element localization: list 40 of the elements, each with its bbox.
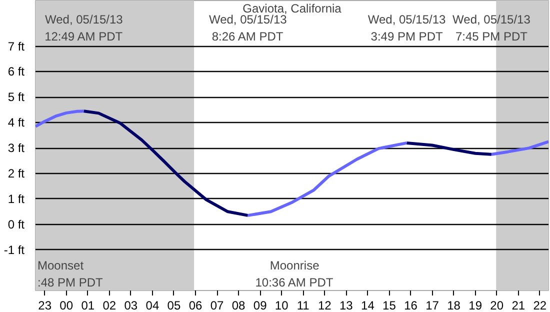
y-tick-label: 7 ft [8,39,26,54]
x-tick-label: 20 [490,298,504,312]
chart-title: Gaviota, California [242,2,342,16]
y-tick-label: 5 ft [8,90,26,104]
x-tick-label: 18 [447,298,461,312]
x-tick-label: 13 [339,298,354,312]
x-tick-label: 10 [274,298,289,312]
annotation: Wed, 05/15/13 8:26 AM PDT [208,12,288,44]
x-tick-label: 21 [512,298,526,312]
x-tick-label: 09 [253,298,268,312]
x-tick-label: 04 [146,298,160,312]
x-tick-label: 23 [38,298,52,312]
x-tick-label: 00 [60,298,74,312]
annotation: Moonset :48 PM PDT [38,258,104,290]
annotation: Wed, 05/15/13 3:49 PM PDT [368,12,446,44]
annotation: Wed, 05/15/13 12:49 AM PDT [44,12,124,44]
x-tick-label: 05 [167,298,181,312]
x-tick-label: 22 [533,298,547,312]
x-tick-label: 11 [296,298,310,312]
x-tick-label: 19 [468,298,482,312]
x-tick-label: 16 [404,298,418,312]
annotation: Moonrise 10:36 AM PDT [255,258,334,290]
x-tick-label: 07 [210,298,224,312]
x-tick-label: 08 [232,298,246,312]
x-tick-label: 12 [318,298,332,312]
annotation: Wed, 05/15/13 7:45 PM PDT [452,12,531,44]
x-tick-label: 03 [124,298,138,312]
x-tick-label: 01 [81,298,95,312]
y-tick-label: 2 ft [8,166,26,180]
y-tick-label: 1 ft [8,192,26,206]
y-tick-label: 4 ft [8,116,26,130]
x-tick-label: 06 [188,298,202,312]
y-tick-label: -1 ft [4,242,26,257]
x-tick-label: 17 [426,298,440,312]
y-tick-label: 0 ft [8,217,26,232]
x-tick-label: 15 [382,298,396,312]
x-tick-label: 02 [102,298,116,312]
y-tick-label: 6 ft [8,64,26,79]
x-tick-label: 14 [361,298,375,312]
y-tick-label: 3 ft [8,141,26,156]
